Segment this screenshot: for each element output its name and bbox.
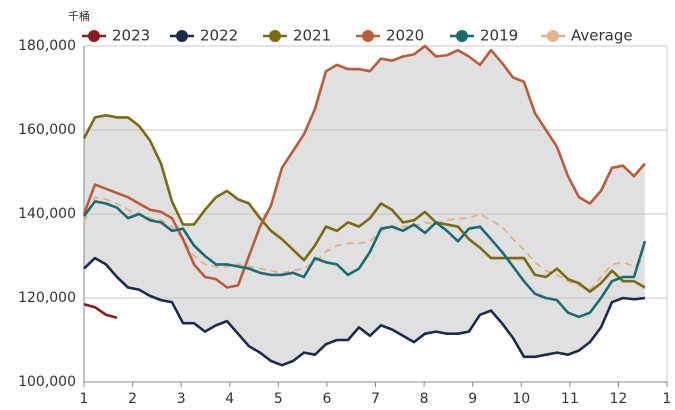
y-tick-label: 140,000	[18, 206, 76, 222]
x-tick-label: 5	[274, 391, 283, 407]
x-tick-label: 3	[177, 391, 186, 407]
legend-marker	[269, 30, 281, 42]
series-line	[82, 114, 646, 293]
legend-marker	[456, 30, 468, 42]
x-tick-label: 7	[371, 391, 380, 407]
x-tick-label: 1	[663, 391, 672, 407]
x-tick-label: 10	[512, 391, 530, 407]
y-tick-label: 160,000	[18, 122, 76, 138]
series-line	[83, 196, 646, 291]
x-tick-label: 6	[322, 391, 331, 407]
x-tick-label: 1	[80, 391, 89, 407]
series-line	[82, 200, 647, 319]
x-tick-label: 8	[420, 391, 429, 407]
legend-marker	[176, 30, 188, 42]
range-band	[84, 46, 645, 366]
legend-marker	[547, 30, 559, 42]
x-tick-label: 4	[225, 391, 234, 407]
legend-marker	[88, 30, 100, 42]
legend-marker	[362, 30, 374, 42]
series-line	[83, 303, 118, 319]
legend-label: 2023	[112, 27, 150, 45]
y-tick-label: 120,000	[18, 290, 76, 306]
y-axis-unit: 千桶	[68, 9, 90, 23]
x-tick-label: 9	[468, 391, 477, 407]
x-tick-label: 12	[610, 391, 628, 407]
y-tick-label: 100,000	[18, 374, 76, 390]
x-tick-label: 11	[561, 391, 579, 407]
x-tick-label: 2	[128, 391, 137, 407]
legend-label: 2022	[200, 27, 238, 45]
series-line	[83, 256, 646, 367]
legend-label: 2021	[293, 27, 331, 45]
legend-label: Average	[571, 27, 633, 45]
y-tick-label: 180,000	[18, 38, 76, 54]
legend-label: 2020	[386, 27, 424, 45]
legend-label: 2019	[480, 27, 518, 45]
